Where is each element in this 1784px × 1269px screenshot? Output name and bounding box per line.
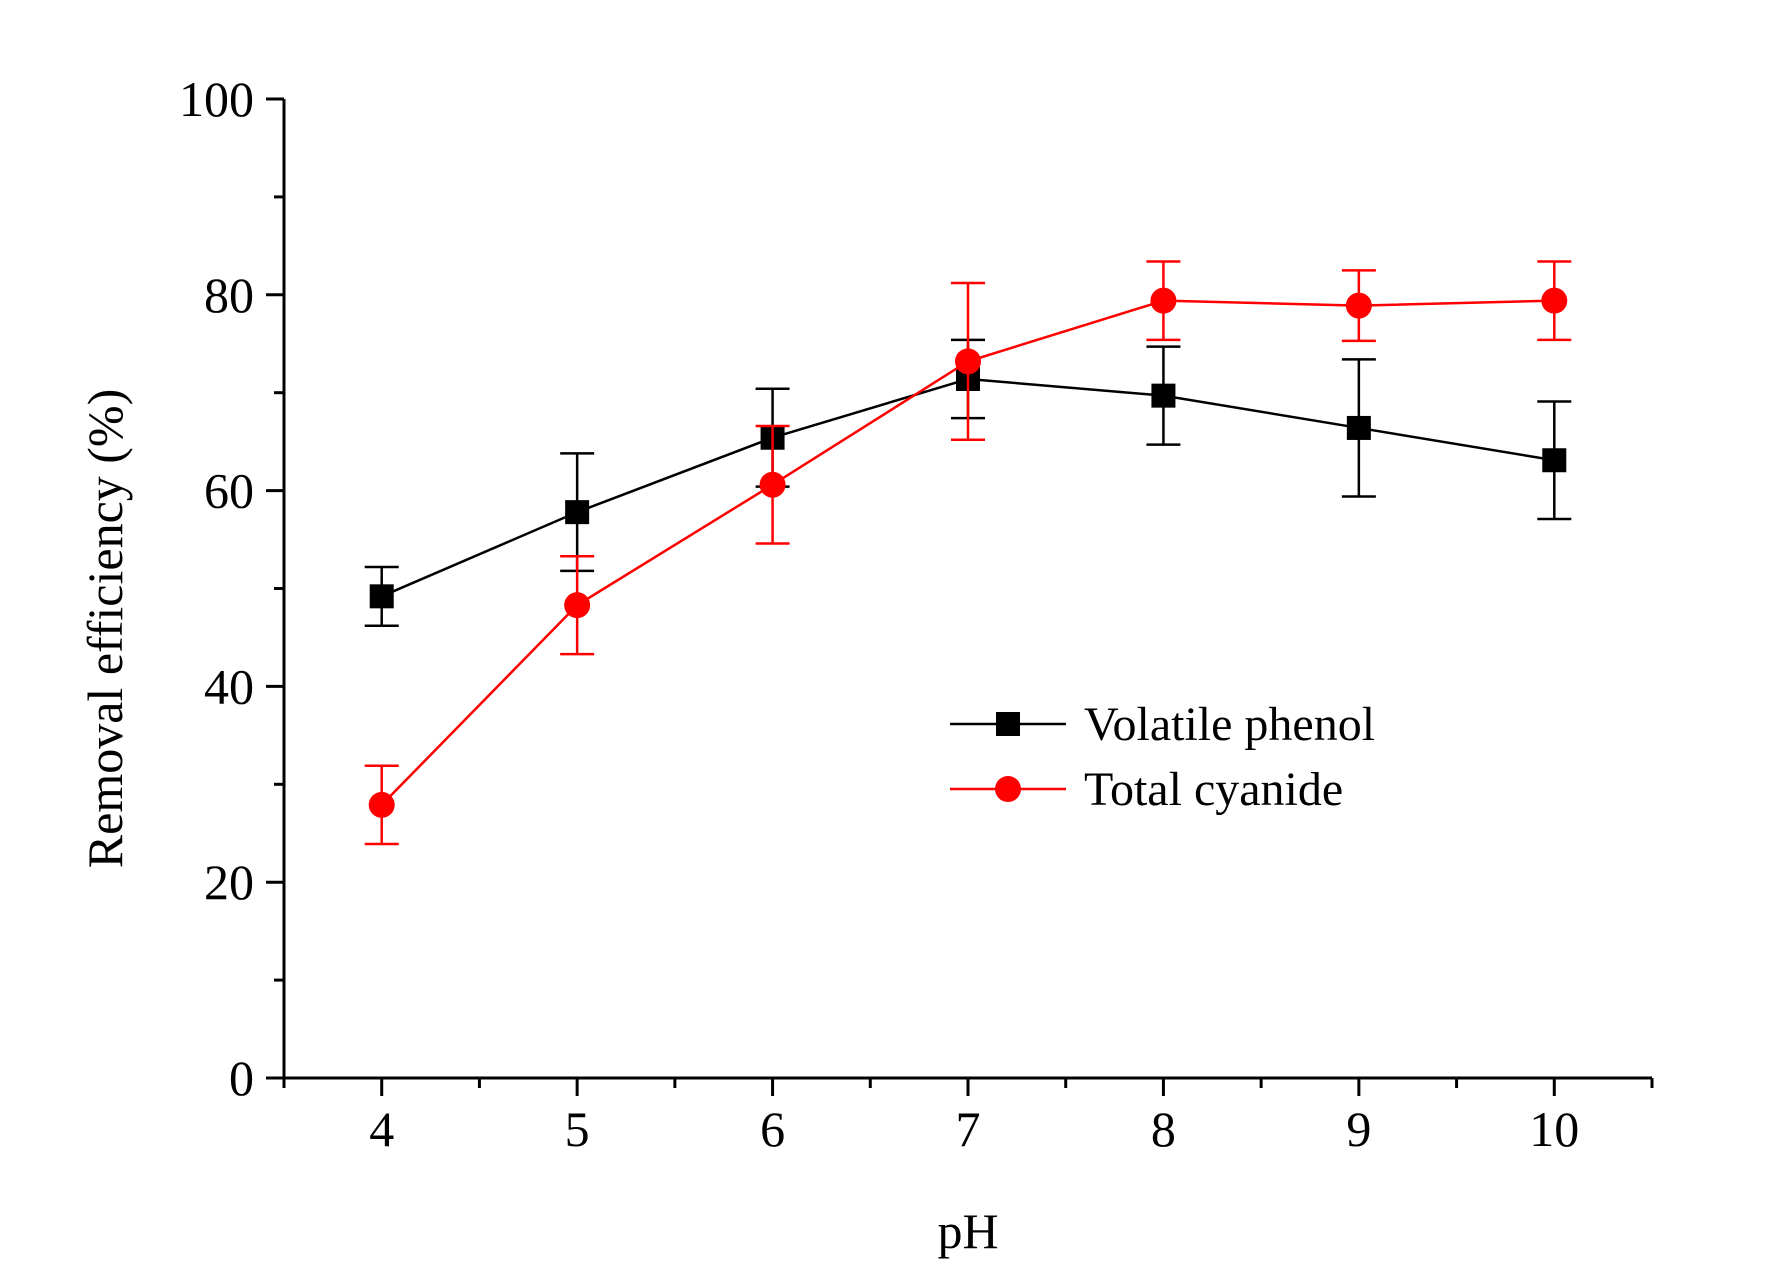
y-tick-label: 60 [204,463,254,519]
x-tick-label: 8 [1151,1101,1176,1157]
data-point-square [1346,415,1371,440]
data-point-circle [368,791,395,818]
ticks [266,97,1654,1096]
data-point-square [565,500,590,525]
legend-marker-circle [995,776,1021,802]
legend-item-total-cyanide: Total cyanide [950,763,1343,816]
data-point-square [1151,383,1176,408]
data-point-circle [564,592,591,619]
data-point-circle [1541,287,1568,314]
x-tick-label: 10 [1529,1101,1579,1157]
data-point-circle [1345,292,1372,319]
legend-item-volatile-phenol: Volatile phenol [950,698,1375,751]
series-layer [364,260,1572,846]
data-point-square [1542,448,1567,473]
axes [282,99,1652,1080]
legend: Volatile phenol Total cyanide [950,698,1375,816]
y-axis-title: Removal efficiency (%) [77,389,133,868]
x-tick-label: 9 [1346,1101,1371,1157]
x-tick-label: 5 [565,1101,590,1157]
y-tick-label: 80 [204,267,254,323]
y-tick-label: 20 [204,854,254,910]
y-tick-label: 100 [179,71,254,127]
y-tick-label: 40 [204,658,254,714]
data-point-circle [1150,287,1177,314]
data-point-circle [759,471,786,498]
y-tick-label: 0 [229,1050,254,1106]
tick-labels: 0 20 40 60 80 100 4 5 6 7 8 9 10 [179,71,1579,1157]
data-point-square [369,584,394,609]
x-axis-title: pH [937,1203,998,1259]
legend-marker-square [996,712,1020,736]
legend-label: Volatile phenol [1084,698,1375,751]
x-tick-label: 4 [369,1101,394,1157]
x-tick-label: 7 [956,1101,981,1157]
data-point-circle [955,348,981,375]
series-total-cyanide [364,260,1572,846]
x-tick-label: 6 [760,1101,785,1157]
legend-label: Total cyanide [1084,763,1343,816]
